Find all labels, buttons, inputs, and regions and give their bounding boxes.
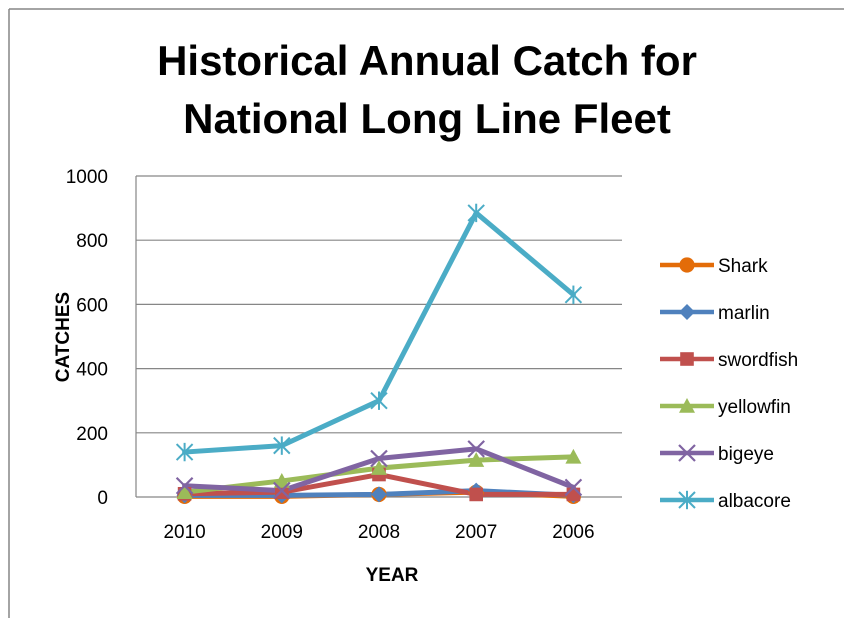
data-point-yellowfin (176, 484, 193, 499)
data-point-bigeye (175, 476, 194, 495)
data-point-yellowfin (565, 448, 582, 464)
legend-marker (679, 398, 695, 413)
chart-title-line-1: Historical Annual Catch for (157, 37, 697, 84)
series-markers (175, 203, 583, 504)
legend-label: bigeye (718, 444, 774, 465)
x-axis-title: YEAR (366, 565, 419, 586)
data-point-swordfish (566, 487, 581, 502)
x-tick-label: 2008 (358, 522, 400, 543)
y-axis-title: CATCHES (53, 292, 74, 382)
data-point-albacore (467, 203, 485, 223)
y-tick-label: 800 (76, 231, 108, 252)
legend-item-shark: Shark (660, 256, 768, 277)
x-tick-label: 2009 (261, 522, 303, 543)
legend-label: Shark (718, 256, 768, 277)
chart-border (8, 8, 844, 618)
y-tick-label: 1000 (66, 167, 108, 188)
data-point-albacore (564, 285, 583, 304)
legend-marker (679, 304, 695, 320)
legend-marker (680, 352, 694, 366)
legend-item-marlin: marlin (660, 303, 770, 324)
x-tick-label: 2010 (163, 522, 205, 543)
data-point-bigeye (467, 440, 485, 458)
data-point-albacore (175, 442, 194, 462)
data-point-albacore (370, 391, 388, 410)
x-tick-label: 2007 (455, 522, 497, 543)
chart-title-line-2: National Long Line Fleet (183, 95, 671, 142)
legend-marker (678, 444, 696, 462)
y-tick-label: 0 (97, 488, 108, 509)
data-point-bigeye (370, 449, 388, 468)
legend-label: marlin (718, 303, 770, 324)
legend-label: swordfish (718, 350, 798, 371)
y-tick-label: 600 (76, 295, 108, 316)
y-axis-ticks: 0 200 400 600 800 1000 (66, 167, 108, 509)
legend-item-bigeye: bigeye (660, 444, 774, 465)
legend-label: yellowfin (718, 397, 791, 418)
data-point-bigeye (273, 481, 291, 500)
legend: Shark marlin swordfish yellowfin bigeye albac… (660, 256, 798, 512)
data-point-albacore (273, 436, 291, 455)
y-tick-label: 400 (76, 360, 108, 381)
legend-item-swordfish: swordfish (660, 350, 798, 371)
legend-marker (679, 257, 695, 273)
data-point-yellowfin (371, 460, 387, 475)
data-point-swordfish (469, 487, 483, 502)
data-point-swordfish (275, 485, 289, 499)
legend-item-yellowfin: yellowfin (660, 397, 791, 418)
x-axis-ticks: 2010 2009 2008 2007 2006 (163, 522, 594, 543)
legend-label: albacore (718, 491, 791, 512)
legend-marker (678, 490, 696, 510)
data-point-yellowfin (468, 452, 485, 467)
series-line-albacore (182, 210, 576, 455)
legend-item-albacore: albacore (660, 490, 791, 512)
x-tick-label: 2006 (552, 522, 594, 543)
series-lines (182, 210, 576, 499)
data-point-yellowfin (273, 472, 290, 488)
y-tick-label: 200 (76, 424, 108, 445)
data-point-bigeye (564, 478, 583, 497)
data-point-marlin (371, 486, 387, 503)
